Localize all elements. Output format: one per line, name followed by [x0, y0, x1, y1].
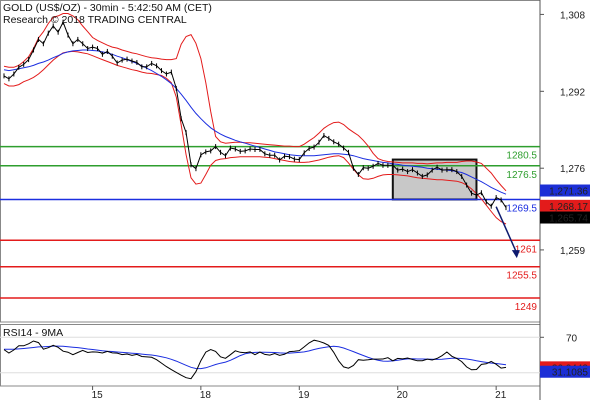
y-tick-label: 1,292	[560, 87, 585, 98]
price-tag-label: 1,268.17	[549, 202, 588, 213]
level-label: 1255.5	[506, 271, 537, 282]
level-label: 1249	[515, 302, 538, 313]
x-tick-label: 15	[92, 390, 104, 400]
rsi-tick-label: 70	[566, 333, 578, 344]
upper-band-line	[3, 13, 507, 192]
price-tag	[540, 184, 590, 197]
chart-title: GOLD (US$/OZ) - 30min - 5:42:50 AM (CET)	[3, 2, 212, 14]
y-tick-label: 1,259	[560, 246, 585, 257]
x-tick-label: 19	[298, 390, 310, 400]
level-label: 1269.5	[506, 203, 537, 214]
x-tick-label: 21	[495, 390, 507, 400]
level-label: 1280.5	[506, 151, 537, 162]
y-tick-label: 1,276	[560, 164, 585, 175]
rsi-tag-label: 31.1085	[552, 368, 589, 379]
y-tick-label: 1,308	[560, 10, 585, 21]
x-tick-label: 20	[397, 390, 409, 400]
price-tag	[540, 199, 590, 212]
price-tag-label: 1,271.36	[549, 187, 588, 198]
level-label: 1261	[515, 244, 538, 255]
price-tag-label: 1,265.74	[549, 214, 588, 225]
rsi-title: RSI14 - 9MA	[3, 327, 64, 339]
rsi-tag	[540, 365, 590, 378]
projection-arrow-head	[511, 250, 520, 259]
price-line	[3, 20, 507, 208]
level-label: 1276.5	[506, 170, 537, 181]
rsi-line	[3, 339, 507, 380]
projection-arrow-line	[495, 206, 517, 252]
rsi-ma-line	[4, 345, 507, 370]
price-tag	[540, 211, 590, 224]
chart-copyright: Research © 2018 TRADING CENTRAL	[3, 14, 187, 26]
x-tick-label: 18	[200, 390, 212, 400]
